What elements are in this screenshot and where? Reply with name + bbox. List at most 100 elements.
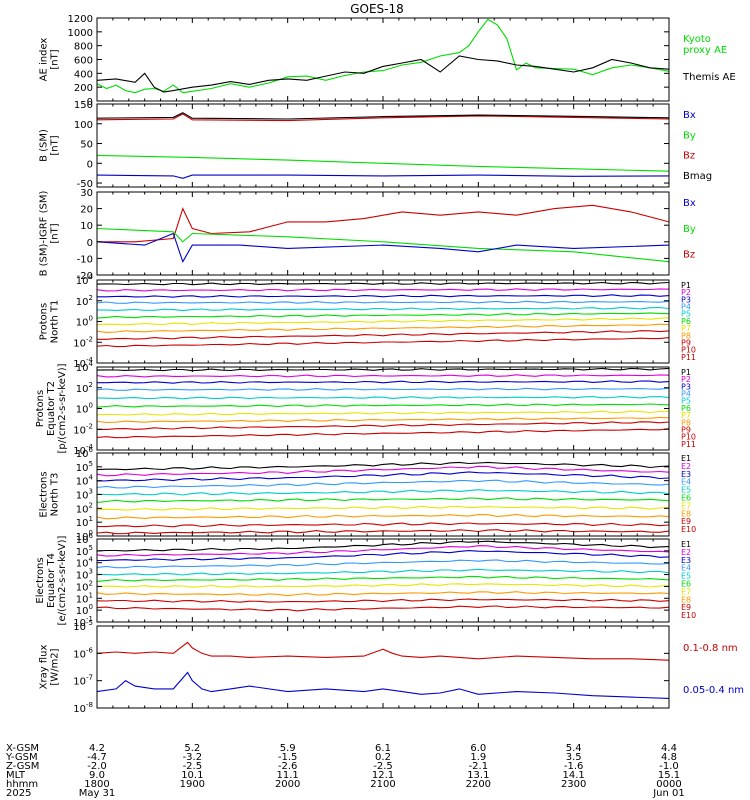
legend-entry: E5 (681, 572, 691, 581)
series-et3-e8 (97, 513, 669, 520)
ytick-label-pt2: 104 (76, 360, 94, 374)
xaxis-value: 1900 (180, 779, 205, 790)
panel-pt1: 10-4 10-2 100 102 104 Protons North T1 P1P2P3P4… (39, 273, 697, 370)
ylabel-pt2: [p/(cm2-s-sr-keV)] (57, 363, 68, 453)
xaxis-value: 12.1 (372, 770, 394, 781)
legend-entry: E10 (681, 611, 696, 620)
ylabel-et4: Electrons (35, 557, 46, 603)
xaxis-value: 15.1 (658, 770, 680, 781)
legend-entry: E3 (681, 556, 691, 565)
series-bsm-by (97, 154, 669, 172)
ytick-label-et3: 101 (76, 515, 93, 529)
legend-entry: P4 (681, 390, 691, 399)
series-et4-e8 (97, 591, 669, 597)
legend-entry: Bx (683, 198, 696, 209)
xaxis-row-label: Z-GSM (6, 761, 39, 772)
series-group-et3 (97, 461, 669, 535)
plot-title: GOES-18 (350, 2, 404, 16)
legend-entry: E5 (681, 486, 691, 495)
ytick-label-bdiff: 30 (80, 188, 93, 199)
legend-entry: E4 (681, 564, 691, 573)
series-group-et4 (97, 540, 669, 612)
legend-entry: By (683, 224, 696, 235)
series-pt1-p8 (97, 323, 669, 333)
xaxis-value: 6.0 (470, 743, 486, 754)
ytick-label-pt1: 100 (76, 315, 93, 329)
panel-frame-xray (96, 625, 670, 709)
ytick-label-pt2: 102 (76, 381, 93, 395)
ytick-label-xray: 10-7 (73, 674, 93, 688)
legend-entry: E8 (681, 509, 691, 518)
series-pt1-p5 (97, 306, 669, 312)
xaxis-value: 2200 (466, 779, 491, 790)
series-xray-0-1-0-8-nm (97, 641, 669, 661)
legend-entry: P8 (681, 331, 691, 340)
xaxis-value: 1800 (84, 779, 109, 790)
ytick-label-bsm: 150 (74, 100, 93, 111)
ytick-label-et4: 106 (76, 532, 94, 546)
panel-frame-pt2 (96, 366, 670, 451)
series-et4-e2 (97, 545, 669, 557)
legend-entry: By (683, 130, 696, 141)
series-et4-e5 (97, 568, 669, 576)
series-ae-themis-ae (97, 55, 669, 93)
legend-entry: E7 (681, 587, 691, 596)
ylabel-xray: [W/m2] (50, 648, 61, 685)
ylabel-bdiff: B (SM)-IGRF (SM) (39, 191, 50, 277)
ytick-label-xray: 10-8 (73, 701, 93, 715)
legend-entry: P5 (681, 397, 691, 406)
xaxis-value: 4.4 (661, 743, 677, 754)
legend-entry: P9 (681, 425, 691, 434)
ytick-label-xray: 10-5 (73, 619, 93, 633)
xaxis-row-label: 2025 (6, 788, 31, 799)
series-bdiff-bz (97, 204, 669, 243)
series-et4-e6 (97, 575, 669, 582)
series-group-ae (97, 18, 669, 94)
ylabel-ae: AE index (39, 38, 50, 82)
ytick-label-et3: 106 (76, 446, 94, 460)
ytick-label-et4: 104 (76, 556, 94, 570)
ylabel-xray: Xray flux (39, 645, 50, 690)
legend-entry: E6 (681, 494, 691, 503)
panel-bdiff: -20 -10 0 10 20 30 B (SM)-IGRF (SM) [nT] Bx By Bz (39, 188, 696, 282)
series-bsm-bz (97, 113, 669, 122)
xaxis-value: 4.8 (661, 752, 677, 763)
xaxis-row-label: X-GSM (6, 743, 39, 754)
legend-entry: Kyoto (683, 34, 711, 45)
legend-entry: P6 (681, 317, 691, 326)
series-bdiff-bx (97, 232, 669, 264)
legend-entry: P10 (681, 346, 696, 355)
xaxis-value: -2.1 (469, 761, 489, 772)
ytick-label-bdiff: 10 (80, 221, 93, 232)
ytick-label-ae: 600 (74, 56, 93, 67)
xaxis-value: 0.2 (375, 752, 391, 763)
xaxis-value: -1.0 (659, 761, 679, 772)
series-et3-e1 (97, 461, 669, 471)
legend-entry: E9 (681, 517, 691, 526)
legend-entry: E6 (681, 580, 691, 589)
ytick-label-ae: 0 (87, 97, 93, 108)
xaxis-row-label: hhmm (6, 779, 38, 790)
xaxis-value: 14.1 (563, 770, 585, 781)
xaxis-value: 5.9 (280, 743, 296, 754)
legend-entry: P2 (681, 288, 691, 297)
ytick-label-et4: 105 (76, 544, 93, 558)
ytick-label-et4: 103 (76, 568, 93, 582)
series-pt2-p4 (97, 387, 669, 391)
legend-entry: Bz (683, 250, 695, 261)
ytick-label-et4: 100 (76, 603, 93, 617)
series-pt2-p5 (97, 395, 669, 400)
series-et4-e3 (97, 550, 669, 562)
xaxis-value: 9.0 (89, 770, 105, 781)
ytick-label-bsm: 50 (80, 140, 93, 151)
xaxis-row-label: Y-GSM (5, 752, 38, 763)
ytick-label-pt1: 104 (76, 273, 94, 287)
legend-entry: P7 (681, 411, 691, 420)
series-et4-e7 (97, 583, 669, 588)
ylabel-pt1: Protons (39, 303, 50, 340)
series-bdiff-by (97, 227, 669, 263)
